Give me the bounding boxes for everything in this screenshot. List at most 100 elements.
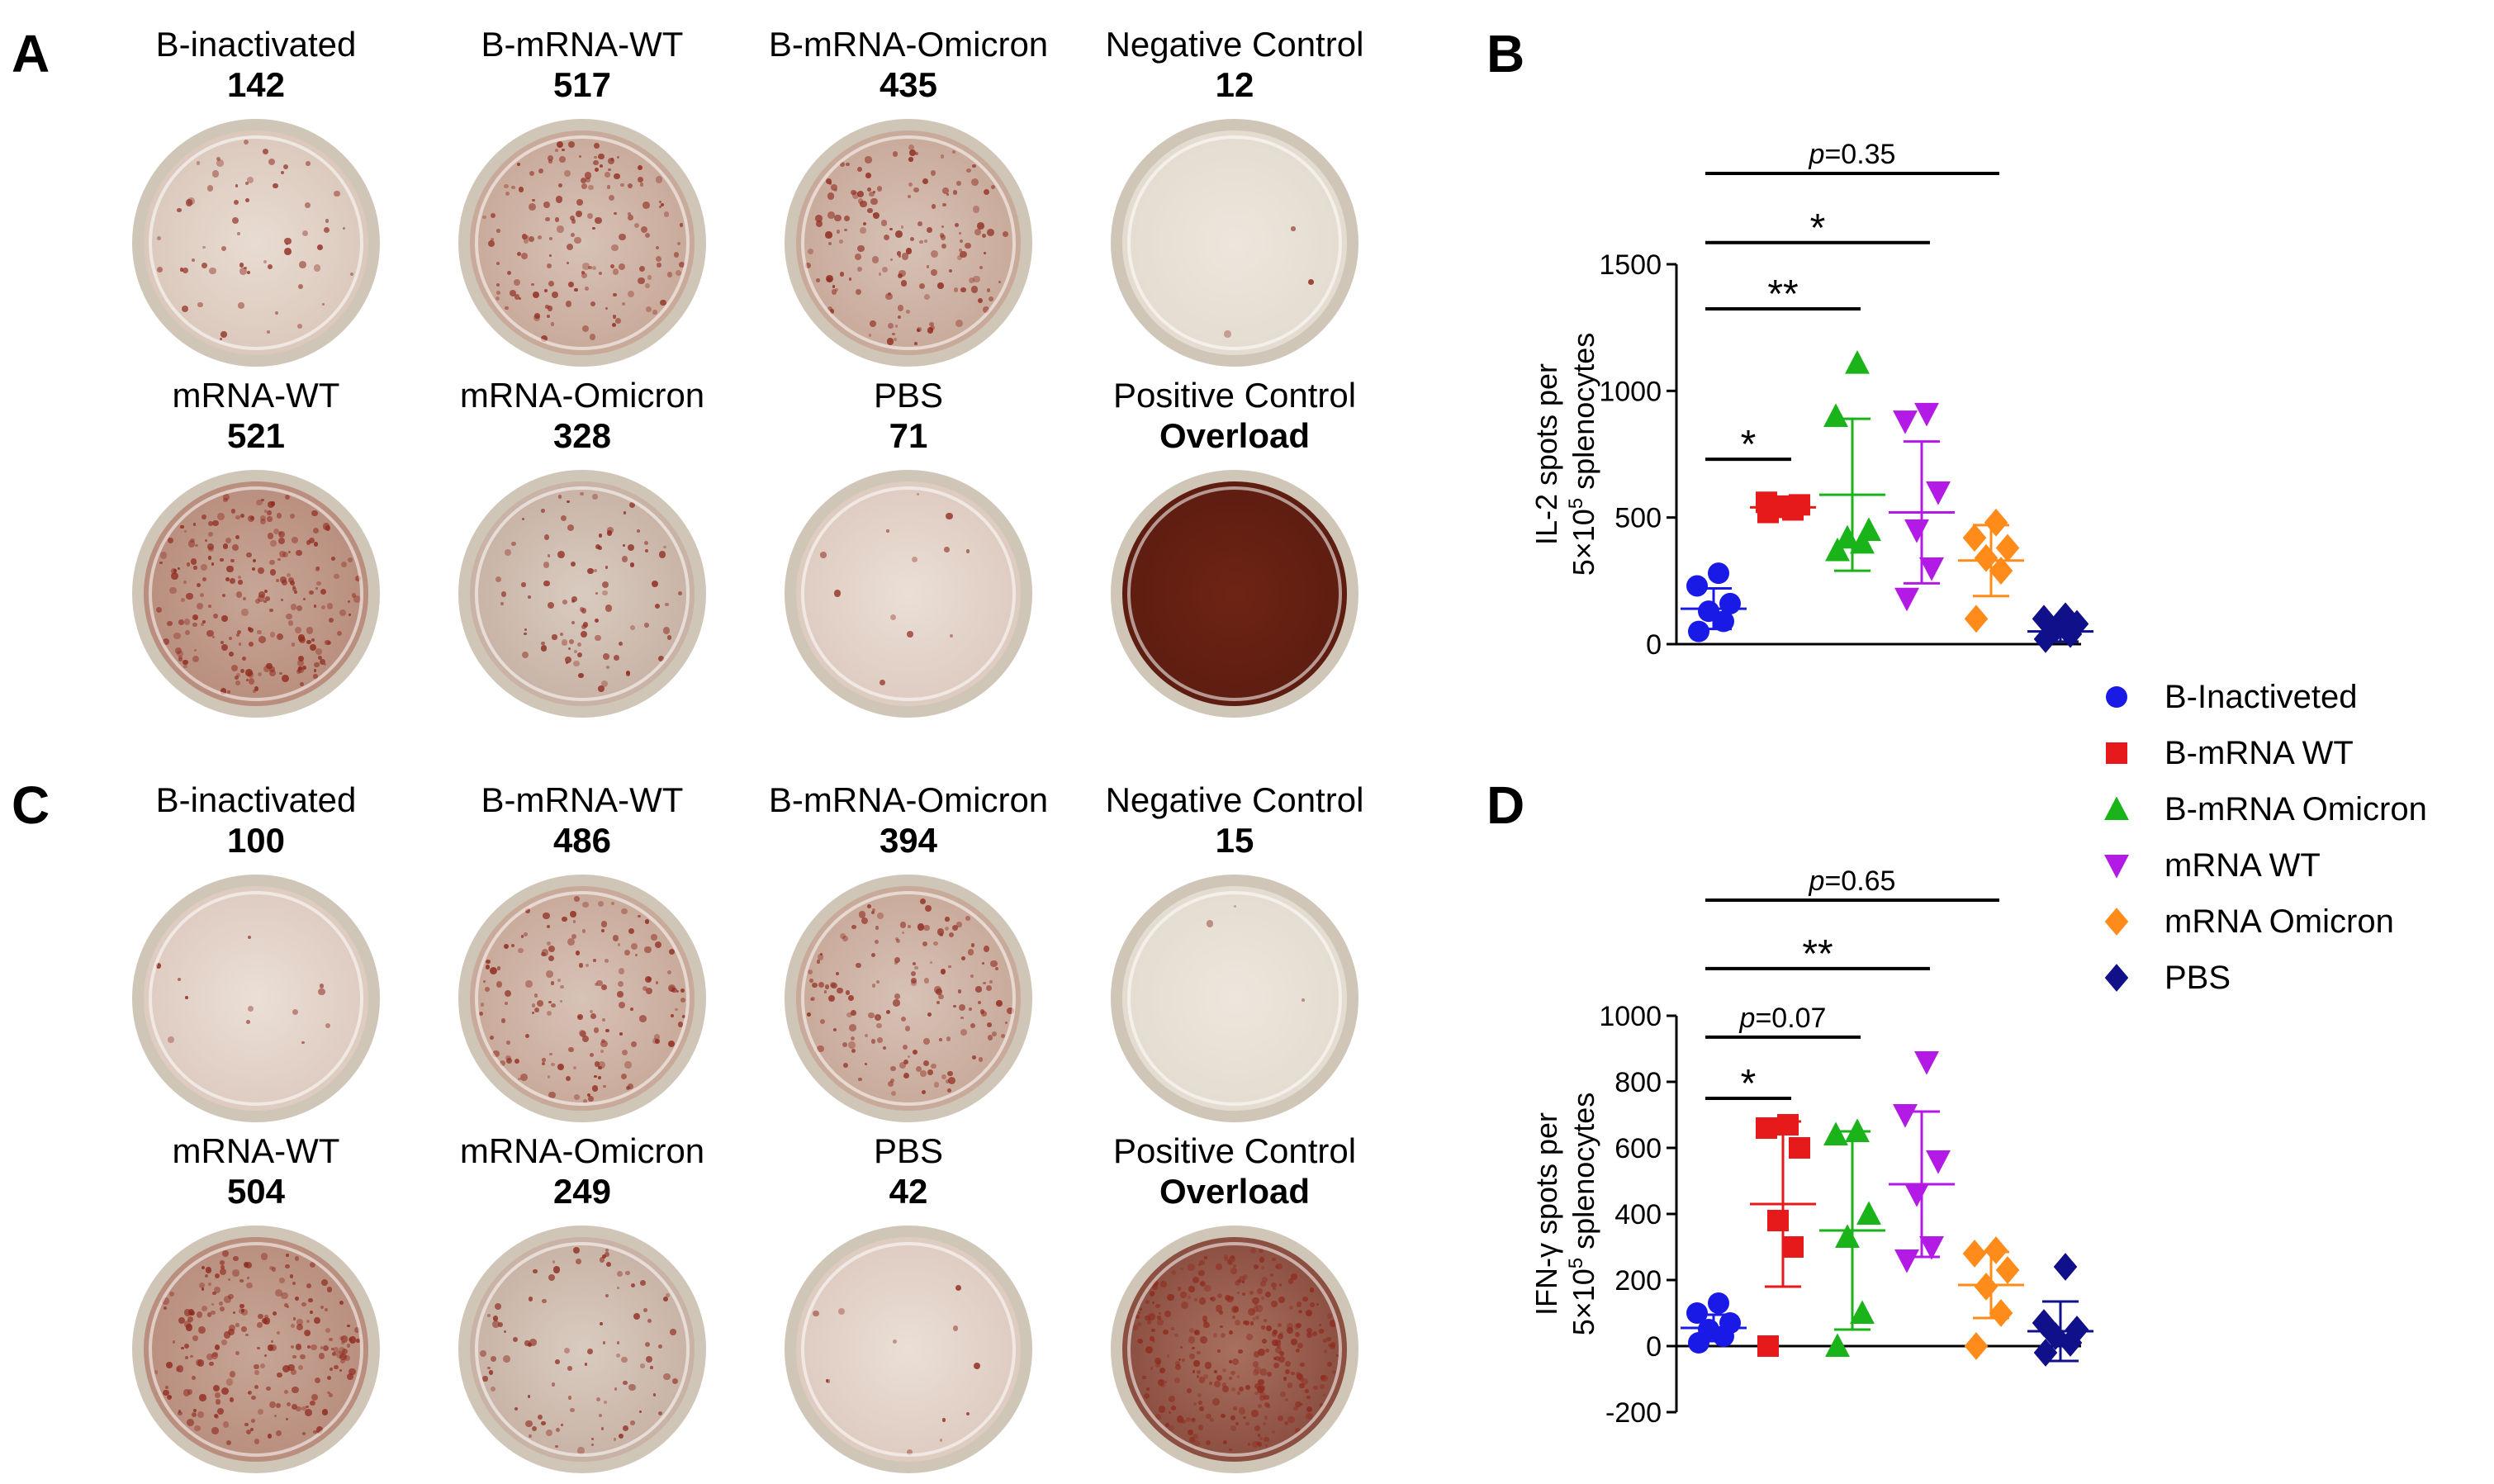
spot xyxy=(162,1297,169,1305)
spot xyxy=(179,268,184,272)
spot xyxy=(187,1309,195,1316)
spot xyxy=(870,1039,876,1044)
spot xyxy=(652,310,657,315)
spot xyxy=(904,1026,911,1032)
spot xyxy=(908,194,912,199)
spot xyxy=(195,1359,202,1366)
spot xyxy=(819,952,823,956)
spot xyxy=(557,551,566,558)
spot xyxy=(516,252,521,257)
spot xyxy=(1216,1374,1223,1382)
spot xyxy=(595,982,599,986)
spot xyxy=(320,659,326,666)
spot xyxy=(171,567,178,574)
spot xyxy=(531,1426,537,1432)
spot xyxy=(249,515,254,520)
data-point xyxy=(1823,403,1848,427)
spot xyxy=(548,1000,552,1004)
spot xyxy=(485,987,490,992)
spot xyxy=(820,552,827,558)
spot xyxy=(987,1022,992,1028)
spot xyxy=(322,302,325,306)
spot xyxy=(323,226,330,233)
spot xyxy=(1241,1292,1246,1296)
spot xyxy=(662,627,671,634)
spot xyxy=(1226,1297,1232,1303)
spot xyxy=(1212,1333,1218,1338)
spot xyxy=(1137,1338,1143,1344)
spot xyxy=(825,231,832,239)
spot xyxy=(212,1351,218,1358)
spot xyxy=(857,198,864,204)
spot xyxy=(1320,1374,1329,1382)
y-axis-label: IFN-γ spots per xyxy=(1529,1112,1563,1316)
spot xyxy=(192,523,197,526)
spot xyxy=(344,1355,350,1362)
spot xyxy=(1237,1375,1240,1378)
spot xyxy=(213,1286,220,1294)
spot xyxy=(202,514,207,519)
spot xyxy=(215,1344,220,1350)
spot xyxy=(533,315,540,322)
spot xyxy=(181,598,186,603)
spot xyxy=(1330,1342,1336,1348)
spot xyxy=(621,1356,628,1363)
spot xyxy=(617,155,620,159)
spot xyxy=(1138,1339,1144,1344)
spot xyxy=(591,1444,595,1447)
spot xyxy=(1198,1401,1203,1406)
data-point xyxy=(1719,1312,1741,1334)
data-point xyxy=(1914,402,1939,427)
spot xyxy=(183,619,191,625)
spot xyxy=(528,203,536,211)
spot xyxy=(238,302,244,309)
spot xyxy=(340,561,348,567)
spot xyxy=(857,190,865,197)
spot xyxy=(235,514,240,520)
spot xyxy=(1138,1338,1142,1343)
spot xyxy=(263,1317,271,1325)
spot xyxy=(834,287,839,292)
spot xyxy=(1202,1321,1210,1329)
spot xyxy=(600,1426,605,1430)
spot xyxy=(1181,1301,1189,1309)
significance-label: ** xyxy=(1767,273,1798,316)
spot xyxy=(495,290,501,295)
group-pbs xyxy=(2027,602,2093,653)
spot xyxy=(555,217,560,222)
spot xyxy=(1158,1406,1166,1414)
spot xyxy=(645,987,653,995)
spot xyxy=(965,242,971,249)
spot xyxy=(1192,1277,1199,1284)
spot xyxy=(1229,1330,1234,1335)
spot xyxy=(547,554,551,558)
spot xyxy=(564,1348,571,1354)
spot xyxy=(271,1339,274,1343)
data-point xyxy=(2065,609,2089,638)
spot xyxy=(1274,1339,1281,1346)
spot xyxy=(326,640,331,645)
spot xyxy=(548,955,555,962)
spot xyxy=(595,1397,600,1402)
spot xyxy=(894,993,900,999)
spot xyxy=(331,1352,336,1356)
spot xyxy=(911,977,917,984)
spot xyxy=(273,1311,277,1316)
spot xyxy=(339,1369,343,1373)
spot xyxy=(287,573,292,578)
spot xyxy=(314,661,320,668)
spot xyxy=(213,614,218,619)
spot xyxy=(619,1433,624,1439)
spot xyxy=(819,1019,825,1025)
spot xyxy=(207,185,214,192)
spot xyxy=(331,1348,334,1351)
spot xyxy=(1308,1408,1311,1411)
spot xyxy=(630,1283,635,1287)
spot xyxy=(1249,1290,1254,1296)
spot xyxy=(218,1301,223,1306)
spot xyxy=(293,590,297,595)
spot xyxy=(238,642,242,646)
spot xyxy=(552,1266,561,1273)
spot xyxy=(1180,1346,1183,1349)
spot xyxy=(185,996,188,999)
